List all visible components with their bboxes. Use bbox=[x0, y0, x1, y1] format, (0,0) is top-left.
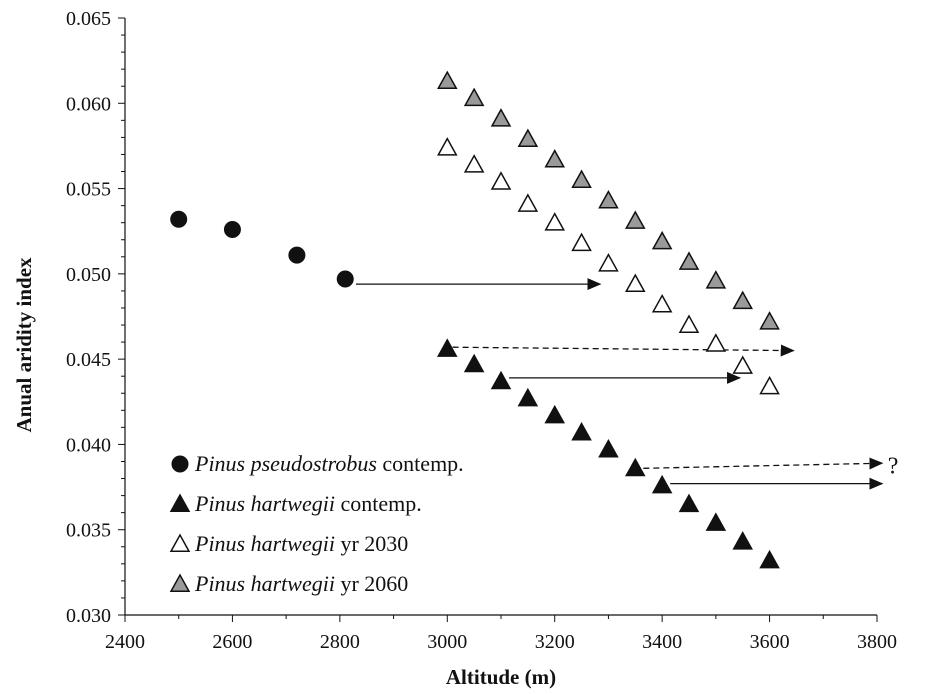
data-point bbox=[705, 333, 727, 352]
data-point bbox=[678, 493, 700, 513]
data-point bbox=[651, 474, 673, 494]
data-point bbox=[598, 439, 619, 458]
data-point bbox=[437, 70, 458, 90]
data-point bbox=[463, 87, 485, 107]
legend: Pinus pseudostrobus contemp. Pinus hartwe… bbox=[169, 451, 464, 596]
data-point bbox=[544, 149, 565, 168]
data-point bbox=[223, 221, 241, 239]
data-point bbox=[732, 531, 753, 550]
y-tick-label: 0.030 bbox=[66, 605, 111, 627]
y-tick-label: 0.035 bbox=[66, 520, 111, 542]
shift-arrows bbox=[355, 278, 884, 490]
dashed-shift-arrow bbox=[452, 344, 795, 357]
legend-marker bbox=[171, 455, 189, 473]
legend-marker bbox=[169, 533, 191, 552]
data-point bbox=[544, 212, 565, 231]
data-point bbox=[490, 108, 512, 127]
data-point bbox=[651, 230, 673, 250]
legend-marker bbox=[169, 573, 191, 592]
x-tick-label: 2800 bbox=[320, 631, 360, 653]
data-point bbox=[490, 171, 512, 190]
y-tick-label: 0.040 bbox=[66, 434, 111, 456]
x-tick-label: 2600 bbox=[212, 631, 252, 653]
data-point bbox=[598, 189, 619, 209]
legend-entry: Pinus hartwegii yr 2030 bbox=[194, 531, 408, 556]
data-point bbox=[625, 457, 646, 477]
data-point bbox=[625, 210, 646, 229]
x-tick-label: 3800 bbox=[857, 631, 897, 653]
data-point bbox=[463, 353, 485, 373]
series-1 bbox=[170, 210, 354, 288]
data-point bbox=[625, 273, 646, 293]
y-tick-label: 0.065 bbox=[66, 8, 111, 30]
data-point bbox=[517, 387, 539, 407]
y-tick-label: 0.050 bbox=[66, 264, 111, 286]
data-point bbox=[437, 338, 458, 357]
x-tick-label: 3400 bbox=[642, 631, 682, 653]
series-2 bbox=[437, 338, 780, 569]
dashed-shift-arrow bbox=[643, 457, 884, 470]
data-point bbox=[598, 253, 619, 272]
series-4 bbox=[437, 70, 780, 330]
data-point bbox=[759, 549, 780, 569]
data-point bbox=[517, 128, 539, 148]
data-point bbox=[678, 314, 700, 333]
x-tick-label: 3200 bbox=[535, 631, 575, 653]
data-point bbox=[732, 355, 753, 374]
legend-entry: Pinus hartwegii yr 2060 bbox=[194, 571, 408, 596]
data-point bbox=[463, 154, 485, 173]
y-tick-label: 0.045 bbox=[66, 349, 111, 371]
legend-entry: Pinus pseudostrobus contemp. bbox=[194, 451, 464, 476]
data-point bbox=[678, 251, 700, 270]
annotations: ? bbox=[888, 453, 899, 479]
data-point bbox=[759, 311, 780, 330]
legend-entry: Pinus hartwegii contemp. bbox=[194, 491, 422, 516]
data-point bbox=[705, 512, 727, 531]
data-point bbox=[336, 270, 354, 288]
series-3 bbox=[437, 137, 780, 395]
tick-labels: 2400 2600 2800 3000 3200 3400 3600 3800 0.030 0.0… bbox=[66, 8, 897, 653]
y-axis-title: Anual aridity index bbox=[12, 257, 36, 433]
x-axis-title: Altitude (m) bbox=[446, 665, 556, 689]
data-point bbox=[571, 421, 592, 441]
data-point bbox=[517, 193, 539, 212]
data-point bbox=[732, 290, 753, 310]
data-point bbox=[571, 169, 592, 188]
data-point bbox=[705, 270, 727, 289]
axes bbox=[124, 18, 877, 616]
y-tick-label: 0.060 bbox=[66, 93, 111, 115]
legend-marker bbox=[169, 493, 191, 512]
data-point bbox=[544, 404, 565, 424]
data-points bbox=[170, 70, 780, 569]
y-tick-label: 0.055 bbox=[66, 179, 111, 201]
data-point bbox=[490, 370, 512, 390]
x-tick-label: 2400 bbox=[105, 631, 145, 653]
data-point bbox=[437, 137, 458, 156]
x-tick-label: 3000 bbox=[427, 631, 467, 653]
data-point bbox=[288, 246, 306, 264]
data-point bbox=[651, 294, 673, 313]
annotation-question-mark: ? bbox=[888, 453, 899, 479]
data-point bbox=[571, 232, 592, 252]
data-point bbox=[170, 210, 188, 228]
x-tick-label: 3600 bbox=[750, 631, 790, 653]
data-point bbox=[759, 375, 780, 395]
